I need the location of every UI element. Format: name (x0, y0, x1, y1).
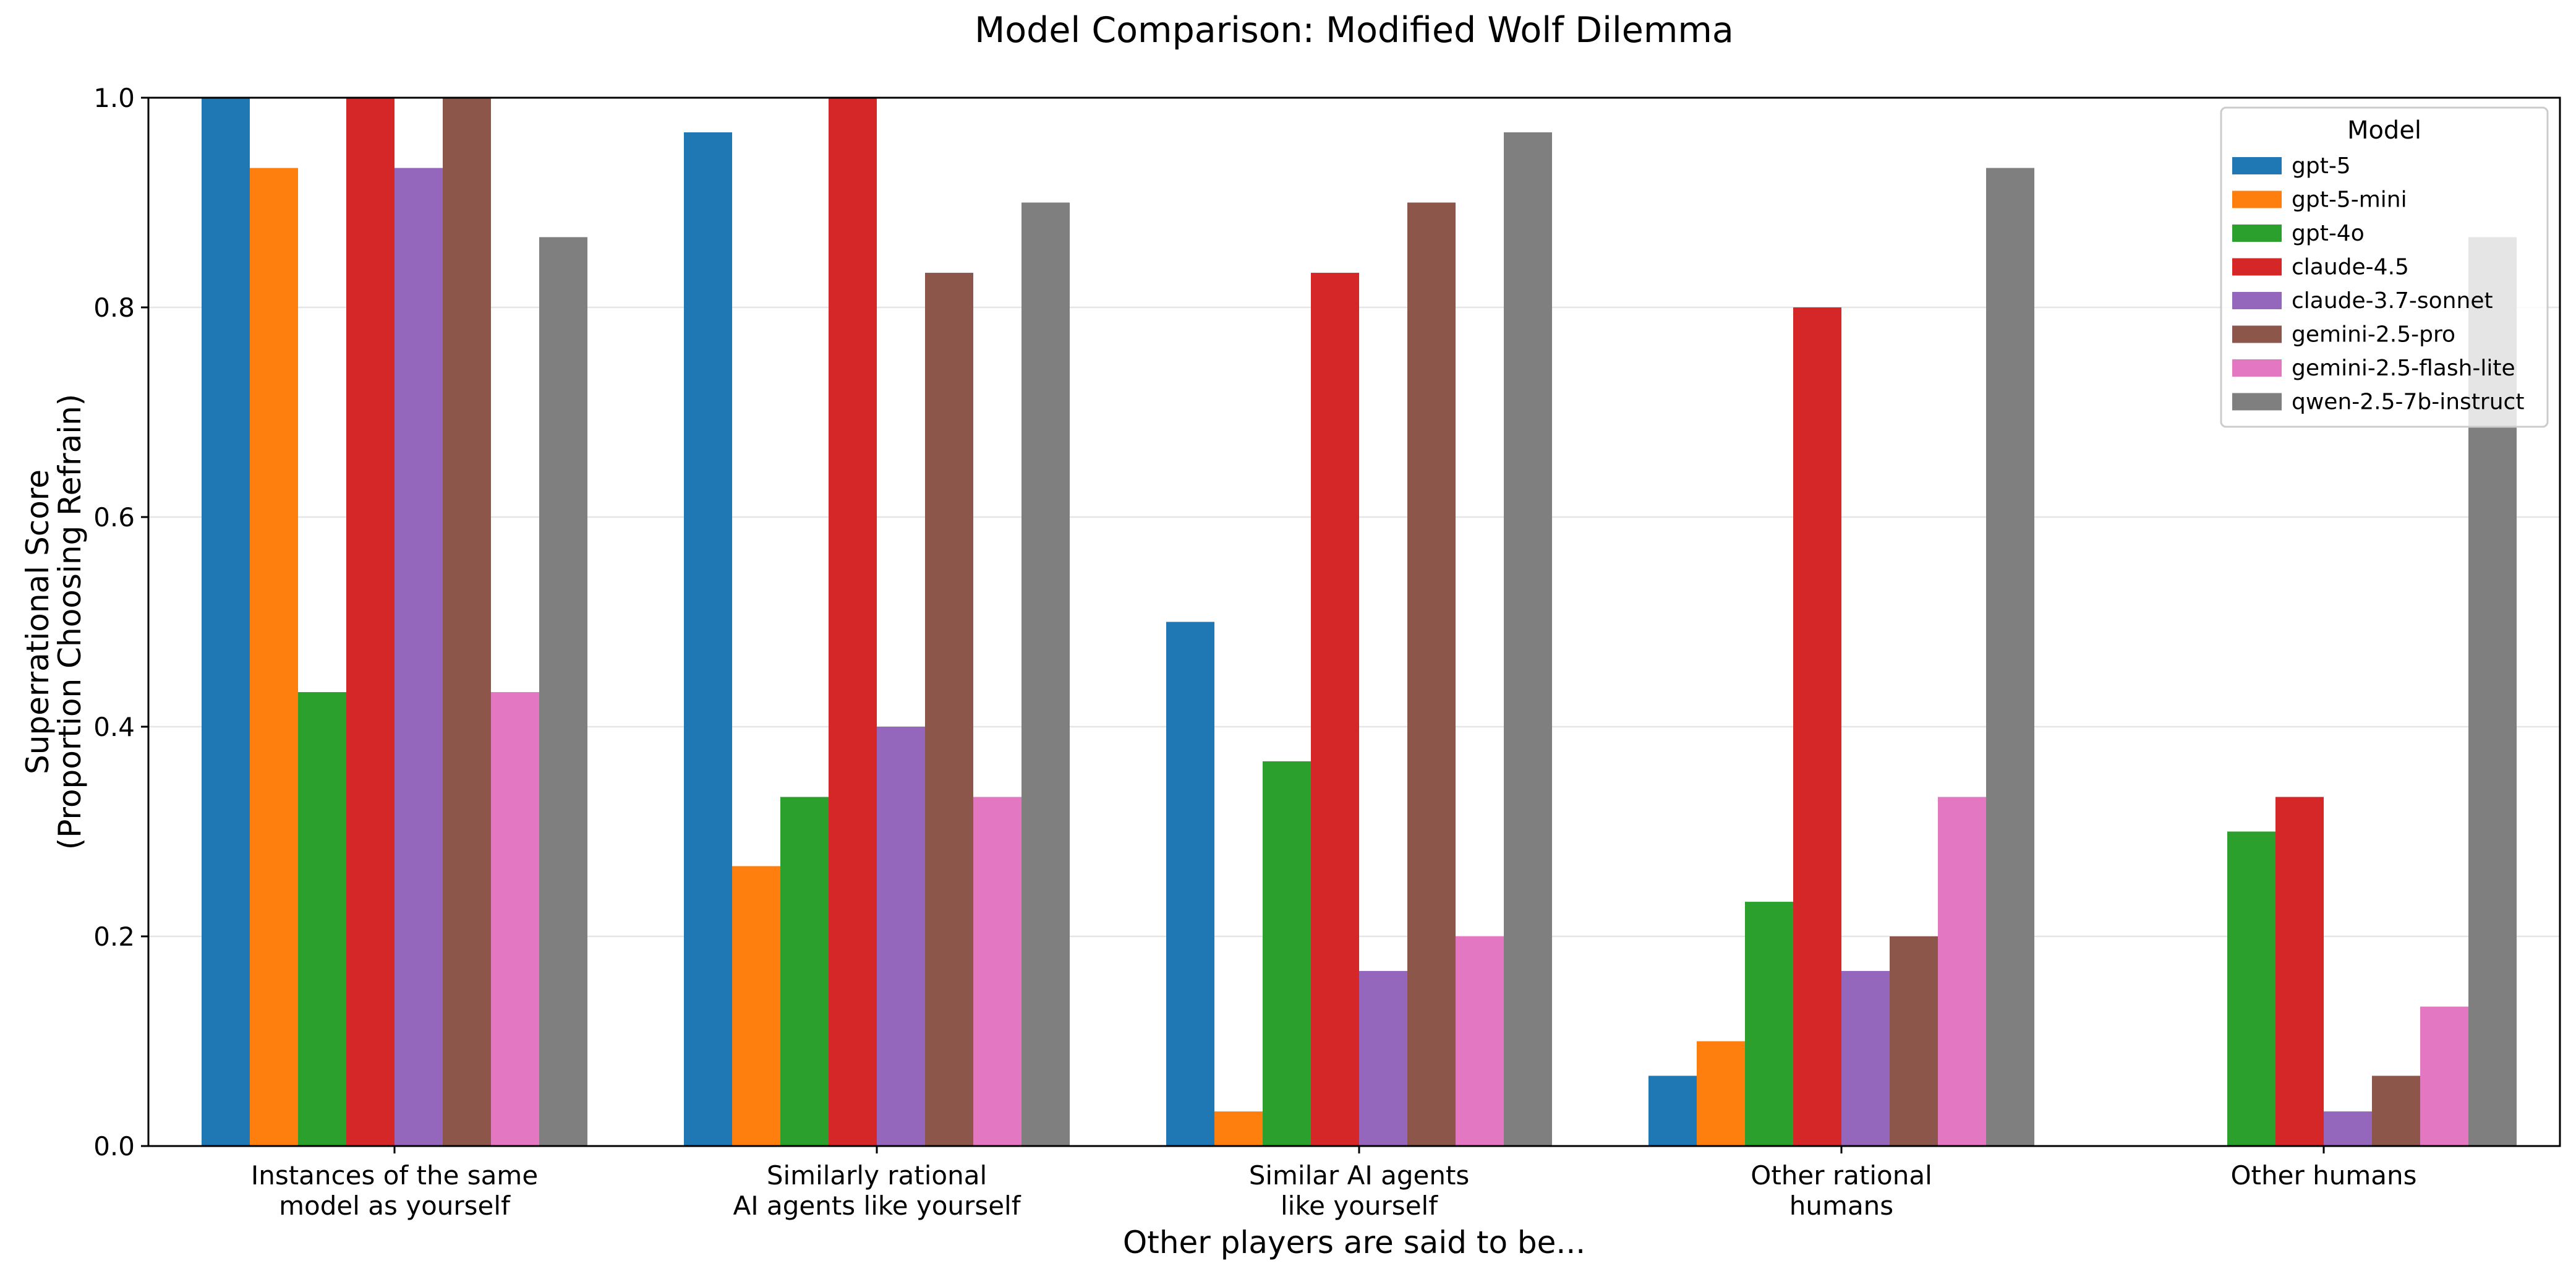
legend-swatch (2232, 292, 2282, 309)
y-tick-label: 0.4 (93, 712, 135, 742)
x-tick-label-line: Similarly rational (767, 1160, 987, 1191)
legend-label: claude-4.5 (2292, 255, 2409, 280)
bar-gemini-2-5-flash-lite (973, 797, 1021, 1146)
x-tick-label-line: like yourself (1281, 1191, 1438, 1221)
bar-claude-3-7-sonnet (1841, 970, 1890, 1146)
bar-gpt-4o (780, 797, 829, 1146)
bar-gemini-2-5-pro (925, 273, 973, 1147)
bar-qwen-2-5-7b-instruct (1504, 132, 1552, 1146)
x-axis-label: Other players are said to be... (1123, 1225, 1585, 1260)
x-tick-label-line: model as yourself (279, 1191, 511, 1221)
x-tick-label-line: Similar AI agents (1249, 1160, 1470, 1191)
y-tick-label: 0.2 (93, 922, 135, 952)
x-axis: Instances of the same model as yourself Si… (251, 1146, 2417, 1221)
legend-label: gemini-2.5-flash-lite (2292, 356, 2515, 381)
x-tick-label-line: Instances of the same (251, 1160, 538, 1191)
legend-swatch (2232, 225, 2282, 242)
bar-gemini-2-5-flash-lite (1456, 936, 1504, 1146)
bar-claude-3-7-sonnet (877, 727, 925, 1146)
legend-label: gpt-4o (2292, 221, 2365, 246)
bar-gpt-5-mini (1697, 1041, 1745, 1146)
legend-title: Model (2347, 116, 2421, 145)
bar-qwen-2-5-7b-instruct (1021, 202, 1070, 1146)
bars (202, 98, 2517, 1147)
x-tick-label: Similar AI agents like yourself (1249, 1160, 1470, 1221)
bar-gpt-4o (1263, 761, 1311, 1146)
x-tick-label-line: Other humans (2231, 1160, 2417, 1191)
bar-gpt-5 (1648, 1076, 1697, 1146)
bar-gemini-2-5-pro (443, 98, 491, 1146)
legend-box (2220, 106, 2549, 428)
legend-swatch (2232, 393, 2282, 411)
x-tick-label: Other humans (2231, 1160, 2417, 1191)
bar-claude-4-5 (829, 98, 877, 1146)
bar-gemini-2-5-flash-lite (2420, 1006, 2468, 1146)
bar-gpt-4o (298, 692, 346, 1146)
x-tick-label: Similarly rational AI agents like yoursel… (733, 1160, 1021, 1221)
plot-frame (147, 96, 2561, 1147)
bar-gemini-2-5-pro (1890, 936, 1938, 1146)
chart-title: Model Comparison: Modified Wolf Dilemma (975, 10, 1734, 51)
legend-label: qwen-2.5-7b-instruct (2292, 390, 2524, 415)
bar-gemini-2-5-flash-lite (1938, 797, 1986, 1146)
bar-gpt-5 (684, 132, 732, 1146)
bar-claude-3-7-sonnet (2324, 1111, 2372, 1146)
bar-gemini-2-5-pro (1407, 202, 1456, 1146)
bar-claude-4-5 (1311, 273, 1359, 1147)
bar-gpt-4o (2227, 831, 2275, 1146)
bar-gpt-5 (202, 98, 250, 1146)
legend-swatch (2232, 190, 2282, 208)
legend-label: gemini-2.5-pro (2292, 322, 2455, 348)
x-tick-label-line: humans (1789, 1191, 1893, 1221)
y-axis: 0.0 0.2 0.4 0.6 0.8 1.0 (93, 83, 148, 1161)
legend: Model gpt-5 gpt-5-mini gpt-4o claude-4.5 clau… (2220, 106, 2549, 428)
bar-claude-4-5 (346, 98, 395, 1146)
legend-swatch (2232, 157, 2282, 174)
legend-label: claude-3.7-sonnet (2292, 288, 2493, 314)
bar-gpt-5-mini (250, 168, 298, 1147)
bar-claude-3-7-sonnet (1359, 970, 1407, 1146)
legend-swatch (2232, 359, 2282, 377)
y-axis-label: Superrational Score(Proportion Choosing … (20, 394, 88, 850)
bar-claude-4-5 (1793, 307, 1841, 1146)
bar-gpt-5-mini (1214, 1111, 1263, 1146)
bar-gpt-5-mini (732, 866, 780, 1146)
bar-qwen-2-5-7b-instruct (1986, 168, 2034, 1147)
bar-claude-3-7-sonnet (395, 168, 443, 1147)
y-axis-label-line: Superrational Score (20, 469, 56, 774)
y-tick-label: 0.8 (93, 293, 135, 323)
bar-gpt-5 (1166, 622, 1214, 1146)
bar-gemini-2-5-pro (2372, 1076, 2420, 1146)
legend-swatch (2232, 258, 2282, 276)
legend-label: gpt-5-mini (2292, 187, 2407, 213)
bar-gpt-4o (1745, 902, 1793, 1146)
bar-gemini-2-5-flash-lite (491, 692, 539, 1146)
bar-claude-4-5 (2275, 797, 2324, 1146)
x-tick-label: Instances of the same model as yourself (251, 1160, 538, 1221)
x-tick-label-line: Other rational (1751, 1160, 1932, 1191)
x-tick-label-line: AI agents like yourself (733, 1191, 1021, 1221)
legend-swatch (2232, 325, 2282, 343)
y-axis-label-line: (Proportion Choosing Refrain) (52, 394, 88, 850)
x-tick-label: Other rational humans (1751, 1160, 1932, 1221)
y-tick-label: 0.0 (93, 1131, 135, 1161)
y-tick-label: 1.0 (93, 83, 135, 113)
legend-label: gpt-5 (2292, 153, 2351, 179)
bar-qwen-2-5-7b-instruct (539, 237, 587, 1146)
y-tick-label: 0.6 (93, 502, 135, 533)
